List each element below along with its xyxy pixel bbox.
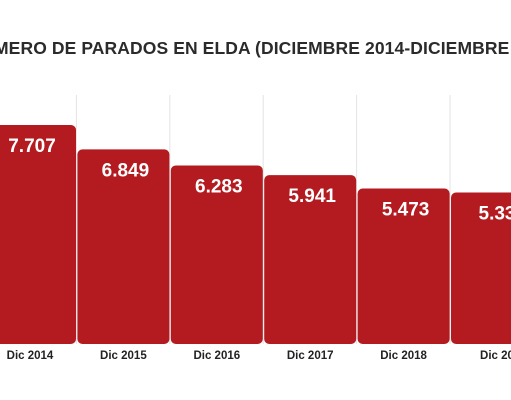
category-label: Dic 2015 xyxy=(100,350,147,362)
category-label: Dic 20 xyxy=(480,350,511,362)
bar-value-label: 6.283 xyxy=(195,176,243,197)
bar-value-label: 6.849 xyxy=(102,160,150,181)
category-label: Dic 2016 xyxy=(193,350,240,362)
bar xyxy=(170,165,263,344)
bar xyxy=(451,192,511,344)
bar-value-label: 5.941 xyxy=(288,186,336,207)
bar-value-label: 7.707 xyxy=(8,136,56,157)
bar xyxy=(0,125,76,344)
category-label: Dic 2014 xyxy=(7,350,54,362)
bar xyxy=(264,175,357,344)
category-label: Dic 2017 xyxy=(287,350,334,362)
bar xyxy=(77,149,170,344)
bar-value-label: 5.33 xyxy=(479,204,511,225)
category-label: Dic 2018 xyxy=(380,350,427,362)
chart-title: MERO DE PARADOS EN ELDA (DICIEMBRE 2014-… xyxy=(0,38,511,58)
bar-value-label: 5.473 xyxy=(382,199,430,220)
bar xyxy=(357,188,450,344)
